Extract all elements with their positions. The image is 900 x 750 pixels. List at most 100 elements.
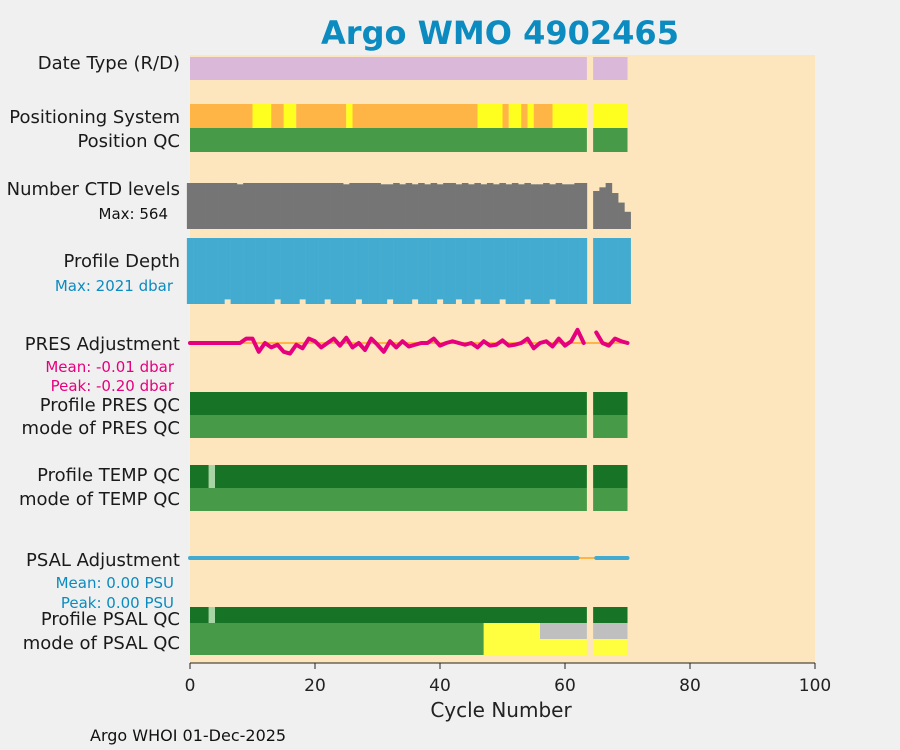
ctd-level-bar-12 — [261, 183, 269, 229]
profile-depth-bar-34 — [399, 238, 406, 304]
bar-mode-pres-qc-0-1 — [593, 415, 628, 438]
ctd-level-bar-56 — [536, 184, 544, 229]
ctd-level-bar-13 — [268, 183, 275, 229]
ctd-level-bar-70 — [624, 211, 631, 229]
ctd-level-bar-6 — [224, 183, 231, 229]
ctd-level-bar-51 — [505, 184, 513, 229]
label-date-type: Date Type (R/D) — [38, 53, 180, 74]
ctd-level-bar-11 — [255, 183, 263, 229]
bar-positioning-system-5-0 — [346, 104, 353, 128]
ctd-level-bar-66 — [599, 187, 606, 229]
ctd-level-bar-24 — [336, 183, 344, 229]
bar-profile-temp-qc-2-0 — [215, 465, 587, 488]
bar-date-type-0-0 — [190, 57, 587, 80]
profile-depth-bar-55 — [530, 238, 538, 304]
profile-depth-bar-46 — [474, 238, 481, 300]
profile-depth-bar-45 — [468, 238, 475, 304]
ctd-level-bar-29 — [368, 183, 375, 229]
label-psal-mean: Mean: 0.00 PSU — [56, 574, 174, 592]
profile-depth-bar-0 — [186, 238, 194, 304]
ctd-level-bar-25 — [343, 184, 350, 229]
ctd-level-bar-68 — [611, 193, 619, 229]
label-pres-peak: Peak: -0.20 dbar — [51, 377, 175, 395]
profile-depth-bar-62 — [574, 238, 581, 304]
ctd-level-bar-9 — [243, 183, 250, 229]
profile-depth-bar-50 — [499, 238, 506, 300]
profile-depth-bar-6 — [224, 238, 231, 300]
bar-positioning-system-6-0 — [352, 104, 478, 128]
profile-depth-bar-19 — [305, 238, 313, 304]
bar-profile-temp-qc-1-0 — [208, 465, 215, 488]
label-ctd-levels: Number CTD levels — [7, 179, 180, 200]
x-tick-label-40: 40 — [429, 676, 451, 696]
bar-positioning-system-13-1 — [593, 104, 628, 128]
profile-depth-bar-30 — [374, 238, 381, 304]
bar-mode-psal-qc-top-2-0 — [540, 623, 587, 639]
ctd-level-bar-49 — [493, 184, 500, 229]
profile-depth-bar-67 — [605, 238, 613, 304]
bar-profile-pres-qc-0-1 — [593, 392, 628, 415]
plot-area — [190, 55, 815, 663]
bar-mode-temp-qc-0-0 — [190, 488, 587, 511]
profile-depth-bar-38 — [424, 238, 431, 304]
ctd-level-bar-44 — [461, 183, 469, 229]
ctd-level-bar-63 — [580, 183, 588, 229]
x-tick-label-20: 20 — [304, 676, 326, 696]
ctd-level-bar-26 — [349, 183, 356, 229]
ctd-level-bar-58 — [549, 184, 556, 229]
ctd-level-bar-65 — [593, 190, 600, 229]
profile-depth-bar-53 — [518, 238, 525, 304]
ctd-level-bar-38 — [424, 184, 431, 229]
profile-depth-bar-57 — [543, 238, 550, 304]
label-pres-mean: Mean: -0.01 dbar — [45, 358, 175, 376]
profile-depth-bar-33 — [393, 238, 400, 304]
ctd-level-bar-50 — [499, 183, 506, 229]
profile-depth-bar-9 — [243, 238, 250, 304]
ctd-level-bar-69 — [618, 202, 625, 229]
ctd-level-bar-30 — [374, 183, 381, 229]
ctd-level-bar-41 — [443, 183, 450, 229]
footer-credit: Argo WHOI 01-Dec-2025 — [90, 726, 286, 745]
bar-position-qc-0-1 — [593, 128, 628, 152]
bar-position-qc-0-0 — [190, 128, 587, 152]
profile-depth-bar-32 — [386, 238, 394, 300]
bar-positioning-system-3-0 — [283, 104, 297, 128]
bar-profile-psal-qc-1-0 — [208, 607, 215, 623]
chart-marks — [186, 57, 631, 655]
x-axis-label: Cycle Number — [430, 698, 572, 722]
ctd-level-bar-67 — [605, 183, 613, 229]
profile-depth-bar-23 — [330, 238, 338, 304]
profile-depth-bar-22 — [324, 238, 331, 300]
ctd-level-bar-43 — [455, 184, 463, 229]
ctd-level-bar-59 — [555, 183, 563, 229]
profile-depth-bar-39 — [430, 238, 438, 304]
ctd-level-bar-57 — [543, 183, 550, 229]
label-position-qc: Position QC — [77, 131, 180, 152]
ctd-level-bar-62 — [574, 183, 581, 229]
profile-depth-bar-63 — [580, 238, 588, 304]
label-profile-psal-qc: Profile PSAL QC — [41, 609, 180, 630]
bar-positioning-system-11-0 — [527, 104, 534, 128]
profile-depth-bar-16 — [286, 238, 294, 304]
label-ctd-max: Max: 564 — [99, 205, 168, 223]
ctd-level-bar-16 — [286, 183, 294, 229]
ctd-level-bar-34 — [399, 184, 406, 229]
profile-depth-bar-41 — [443, 238, 450, 304]
profile-depth-bar-2 — [199, 238, 206, 304]
profile-depth-bar-54 — [524, 238, 531, 300]
ctd-level-bar-61 — [568, 184, 575, 229]
bar-positioning-system-8-0 — [502, 104, 509, 128]
profile-depth-bar-59 — [555, 238, 563, 304]
ctd-level-bar-22 — [324, 183, 331, 229]
ctd-level-bar-40 — [436, 184, 444, 229]
ctd-level-bar-19 — [305, 183, 313, 229]
profile-depth-bar-15 — [280, 238, 288, 304]
bar-mode-psal-qc-top-1-0 — [483, 623, 540, 639]
label-depth-max: Max: 2021 dbar — [55, 277, 174, 295]
profile-depth-bar-37 — [418, 238, 425, 304]
bar-mode-temp-qc-0-1 — [593, 488, 628, 511]
x-axis: 0 20 40 60 80 100 — [185, 662, 831, 696]
profile-depth-bar-69 — [618, 238, 625, 304]
label-profile-pres-qc: Profile PRES QC — [40, 395, 180, 416]
bar-profile-pres-qc-0-0 — [190, 392, 587, 415]
